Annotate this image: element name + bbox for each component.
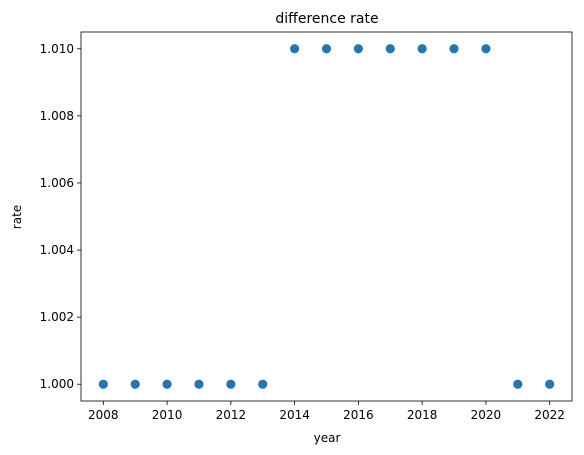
- data-point: [545, 379, 555, 389]
- data-point: [353, 44, 363, 54]
- data-point: [130, 379, 140, 389]
- y-tick-label: 1.004: [40, 243, 74, 257]
- data-point: [194, 379, 204, 389]
- y-tick-label: 1.006: [40, 176, 74, 190]
- data-point: [449, 44, 459, 54]
- data-point: [513, 379, 523, 389]
- data-point: [226, 379, 236, 389]
- x-tick-label: 2020: [471, 408, 502, 422]
- data-point: [321, 44, 332, 54]
- plot-frame: [80, 31, 573, 402]
- x-tick-label: 2010: [152, 408, 183, 422]
- data-point: [417, 44, 427, 54]
- data-point: [290, 44, 300, 54]
- y-tick-label: 1.008: [40, 109, 74, 123]
- x-tick-label: 2014: [279, 408, 310, 422]
- data-point: [481, 44, 491, 54]
- plot-area: [80, 31, 573, 402]
- y-tick-label: 1.010: [40, 42, 74, 56]
- y-axis-label: rate: [10, 205, 24, 229]
- y-tick-label: 1.002: [40, 310, 74, 324]
- x-tick-label: 2022: [534, 408, 565, 422]
- x-tick-label: 2016: [343, 408, 374, 422]
- x-axis: 2008 2010 2012 2014 2016 2018 2020 2022: [88, 401, 565, 422]
- y-tick-label: 1.000: [40, 377, 74, 391]
- data-point: [162, 379, 172, 389]
- x-axis-label: year: [314, 431, 341, 445]
- y-axis: 1.000 1.002 1.004 1.006 1.008 1.010: [40, 42, 81, 391]
- x-tick-label: 2012: [216, 408, 247, 422]
- data-points: [98, 44, 555, 389]
- chart-title: difference rate: [275, 11, 378, 27]
- x-tick-label: 2008: [88, 408, 119, 422]
- data-point: [385, 44, 395, 54]
- data-point: [98, 379, 108, 389]
- data-point: [258, 379, 268, 389]
- x-tick-label: 2018: [407, 408, 438, 422]
